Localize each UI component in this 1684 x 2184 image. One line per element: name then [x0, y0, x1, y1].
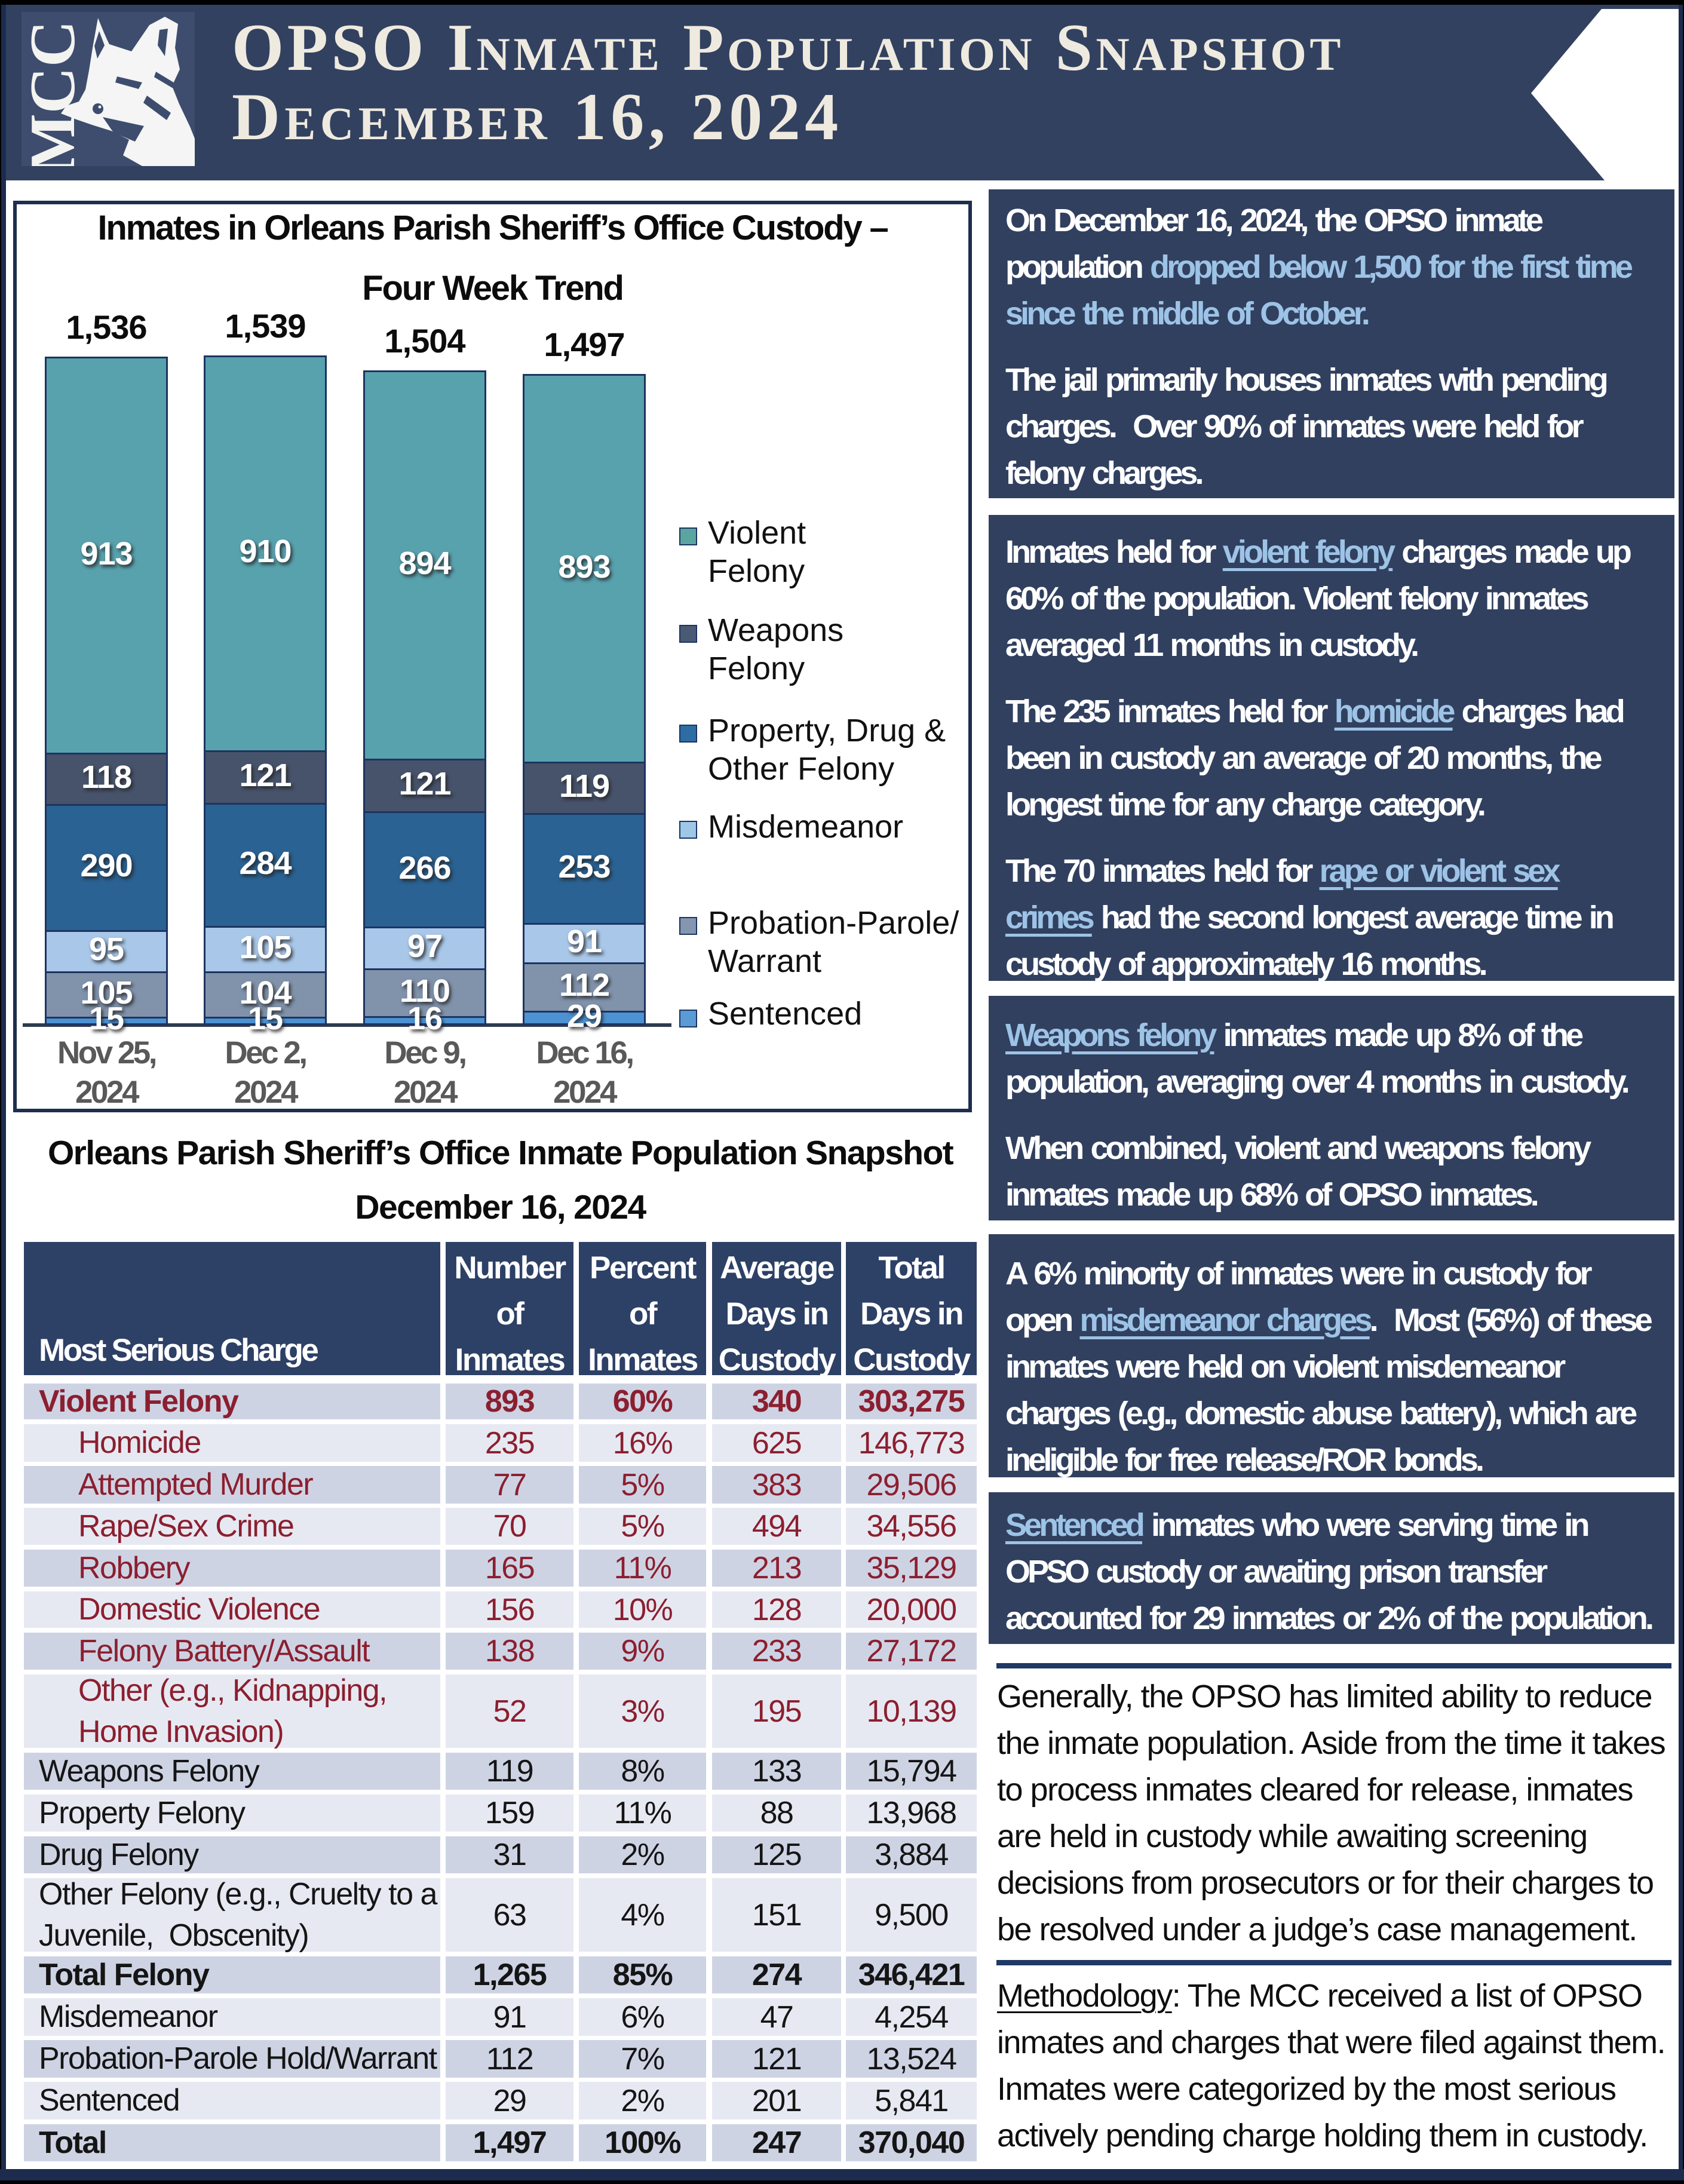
svg-text:MCC: MCC — [22, 20, 88, 166]
